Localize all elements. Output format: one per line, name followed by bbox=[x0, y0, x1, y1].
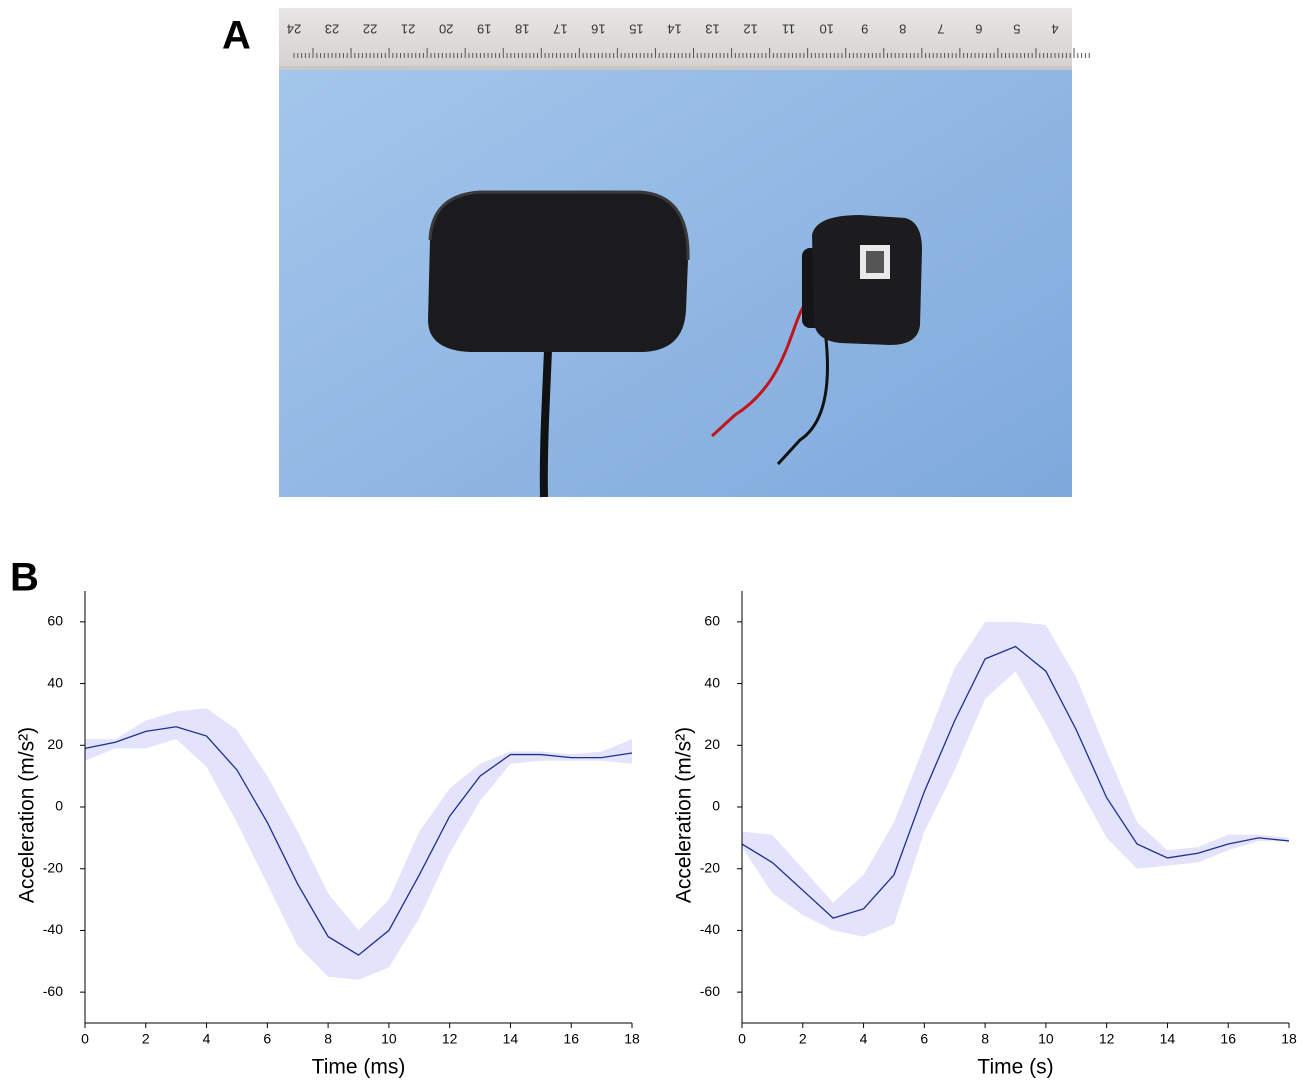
y-tick-label: 40 bbox=[47, 674, 63, 690]
y-tick-label: 40 bbox=[704, 674, 720, 690]
y-tick-label: -20 bbox=[43, 859, 63, 875]
ruler-label: 22 bbox=[363, 22, 377, 37]
x-tick-label: 12 bbox=[442, 1031, 458, 1047]
y-tick-label: -40 bbox=[43, 921, 63, 937]
x-tick-label: 2 bbox=[142, 1031, 150, 1047]
ruler-label: 9 bbox=[861, 22, 868, 37]
actuator-body bbox=[812, 215, 922, 345]
ruler-label: 21 bbox=[401, 22, 415, 37]
y-tick-label: -20 bbox=[700, 859, 720, 875]
ruler-label: 15 bbox=[629, 22, 643, 37]
y-tick-label: 0 bbox=[55, 798, 63, 814]
y-axis-label: Acceleration (m/s²) bbox=[16, 727, 39, 903]
x-tick-label: 18 bbox=[1281, 1031, 1297, 1047]
ruler-label: 8 bbox=[899, 22, 906, 37]
ruler-label: 4 bbox=[1051, 22, 1058, 37]
ruler-label: 17 bbox=[553, 22, 567, 37]
ruler-label: 19 bbox=[477, 22, 491, 37]
ruler-label: 5 bbox=[1013, 22, 1020, 37]
x-axis-label: Time (ms) bbox=[312, 1056, 406, 1079]
ruler-label: 20 bbox=[439, 22, 453, 37]
ruler-label: 11 bbox=[782, 22, 796, 37]
ruler-label: 12 bbox=[743, 22, 757, 37]
x-tick-label: 0 bbox=[738, 1031, 746, 1047]
red-wire bbox=[710, 298, 810, 438]
x-tick-label: 2 bbox=[799, 1031, 807, 1047]
y-tick-label: -40 bbox=[700, 921, 720, 937]
ruler-label: 24 bbox=[287, 22, 301, 37]
x-tick-label: 8 bbox=[324, 1031, 332, 1047]
y-tick-label: 20 bbox=[704, 736, 720, 752]
x-tick-label: 8 bbox=[981, 1031, 989, 1047]
y-tick-label: 20 bbox=[47, 736, 63, 752]
x-tick-label: 12 bbox=[1099, 1031, 1115, 1047]
x-tick-label: 6 bbox=[263, 1031, 271, 1047]
mean-line bbox=[741, 645, 1290, 919]
cable bbox=[539, 349, 552, 498]
ruler-label: 13 bbox=[705, 22, 719, 37]
ruler-label: 10 bbox=[819, 22, 833, 37]
ruler-label: 7 bbox=[937, 22, 944, 37]
panel-label: A bbox=[222, 14, 251, 58]
panel-label: B bbox=[10, 556, 39, 600]
x-tick-label: 0 bbox=[81, 1031, 89, 1047]
ruler-label: 14 bbox=[667, 22, 681, 37]
ruler-label: 23 bbox=[325, 22, 339, 37]
y-tick-label: 60 bbox=[47, 613, 63, 629]
mean-line bbox=[84, 726, 633, 956]
x-tick-label: 16 bbox=[1220, 1031, 1236, 1047]
x-tick-label: 16 bbox=[563, 1031, 579, 1047]
photo: 24 23 22 21 20 19 18 17 16 15 14 13 12 11 10 9 8 7 6 5 4 bbox=[279, 8, 1090, 498]
sensor-edge bbox=[428, 190, 690, 261]
y-tick-label: 60 bbox=[704, 613, 720, 629]
ruler-label: 18 bbox=[515, 22, 529, 37]
y-tick-label: -60 bbox=[43, 983, 63, 999]
x-axis-label: Time (s) bbox=[977, 1056, 1053, 1079]
black-wire bbox=[776, 329, 829, 466]
x-tick-label: 10 bbox=[1038, 1031, 1054, 1047]
ruler-label: 6 bbox=[975, 22, 982, 37]
x-tick-label: 4 bbox=[203, 1031, 211, 1047]
y-axis-label: Acceleration (m/s²) bbox=[673, 727, 696, 903]
qr-code bbox=[866, 251, 884, 273]
x-tick-label: 10 bbox=[381, 1031, 397, 1047]
y-tick-label: -60 bbox=[700, 983, 720, 999]
error-band bbox=[742, 621, 1289, 937]
sensor-case bbox=[428, 192, 689, 352]
x-tick-label: 6 bbox=[920, 1031, 928, 1047]
ruler-edge bbox=[279, 66, 1072, 70]
x-tick-label: 14 bbox=[503, 1031, 519, 1047]
error-band bbox=[85, 708, 632, 980]
ruler bbox=[279, 8, 1072, 68]
x-tick-label: 14 bbox=[1160, 1031, 1176, 1047]
x-tick-label: 18 bbox=[624, 1031, 640, 1047]
y-tick-label: 0 bbox=[712, 798, 720, 814]
x-tick-label: 4 bbox=[860, 1031, 868, 1047]
ruler-label: 16 bbox=[591, 22, 605, 37]
